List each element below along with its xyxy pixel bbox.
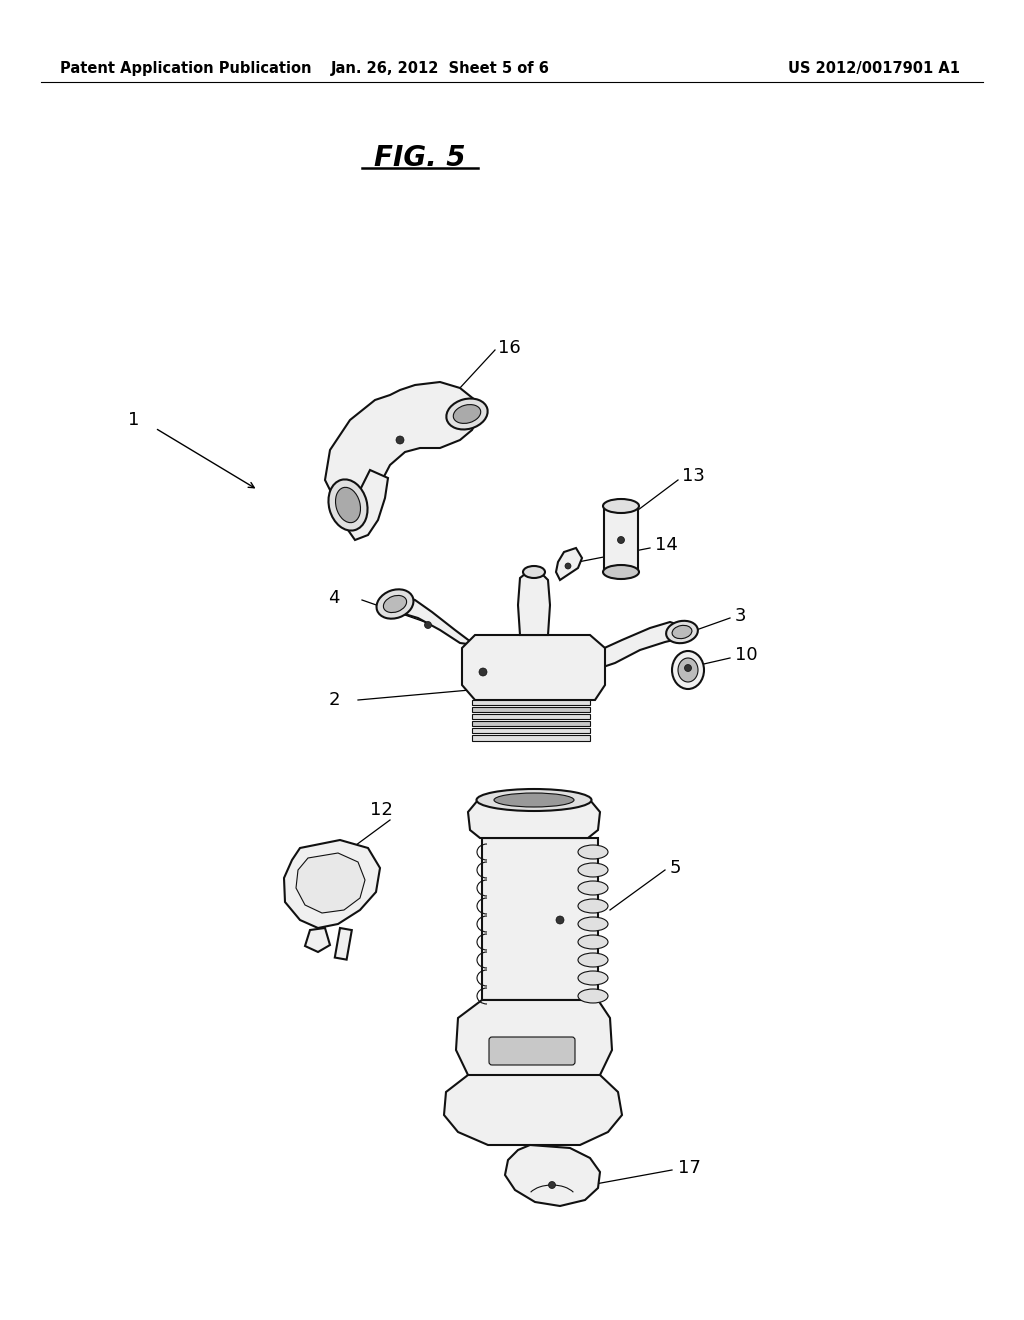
Bar [472, 721, 590, 726]
Polygon shape [456, 1001, 612, 1092]
Ellipse shape [678, 657, 698, 682]
Text: 17: 17 [678, 1159, 700, 1177]
Text: FIG. 5: FIG. 5 [374, 144, 466, 172]
Bar [472, 700, 590, 705]
Polygon shape [325, 381, 480, 520]
Circle shape [549, 1181, 555, 1188]
Circle shape [684, 664, 691, 672]
Ellipse shape [454, 405, 480, 424]
Text: 4: 4 [329, 589, 340, 607]
Bar [472, 735, 590, 741]
Circle shape [396, 436, 404, 444]
Polygon shape [305, 928, 330, 952]
Ellipse shape [578, 953, 608, 968]
Ellipse shape [672, 651, 705, 689]
Circle shape [565, 564, 571, 569]
Bar [472, 729, 590, 733]
Circle shape [479, 668, 487, 676]
Polygon shape [462, 635, 605, 700]
Ellipse shape [523, 566, 545, 578]
Ellipse shape [603, 565, 639, 579]
Polygon shape [296, 853, 365, 913]
Bar [335, 928, 352, 960]
Text: Patent Application Publication: Patent Application Publication [60, 61, 311, 75]
Bar [482, 838, 598, 1001]
Ellipse shape [446, 399, 487, 429]
Ellipse shape [578, 989, 608, 1003]
Ellipse shape [578, 845, 608, 859]
Bar [472, 714, 590, 719]
Ellipse shape [603, 499, 639, 513]
Polygon shape [600, 622, 682, 668]
Text: 1: 1 [128, 411, 139, 429]
Ellipse shape [672, 626, 692, 639]
Text: 5: 5 [670, 859, 682, 876]
Text: 12: 12 [370, 801, 393, 818]
Text: 2: 2 [329, 690, 340, 709]
Ellipse shape [578, 899, 608, 913]
Circle shape [556, 916, 564, 924]
Ellipse shape [377, 589, 414, 619]
Ellipse shape [476, 789, 592, 810]
Polygon shape [444, 1074, 622, 1144]
Ellipse shape [578, 972, 608, 985]
Ellipse shape [383, 595, 407, 612]
Text: 3: 3 [735, 607, 746, 624]
Polygon shape [505, 1144, 600, 1206]
Bar [472, 708, 590, 711]
Text: US 2012/0017901 A1: US 2012/0017901 A1 [788, 61, 961, 75]
FancyBboxPatch shape [489, 1038, 575, 1065]
Ellipse shape [329, 479, 368, 531]
Ellipse shape [578, 880, 608, 895]
Circle shape [617, 536, 625, 544]
Polygon shape [468, 800, 600, 838]
Circle shape [425, 622, 431, 628]
Polygon shape [284, 840, 380, 928]
Text: 16: 16 [498, 339, 521, 356]
Ellipse shape [667, 620, 698, 643]
Ellipse shape [578, 917, 608, 931]
Polygon shape [392, 597, 475, 645]
Ellipse shape [578, 863, 608, 876]
Text: 13: 13 [682, 467, 705, 484]
Polygon shape [348, 470, 388, 540]
Polygon shape [556, 548, 582, 579]
Text: 14: 14 [655, 536, 678, 554]
Text: Jan. 26, 2012  Sheet 5 of 6: Jan. 26, 2012 Sheet 5 of 6 [331, 61, 550, 75]
Text: 10: 10 [735, 645, 758, 664]
Bar [604, 504, 638, 572]
Ellipse shape [336, 487, 360, 523]
Ellipse shape [578, 935, 608, 949]
Ellipse shape [494, 793, 574, 807]
Polygon shape [518, 570, 550, 635]
